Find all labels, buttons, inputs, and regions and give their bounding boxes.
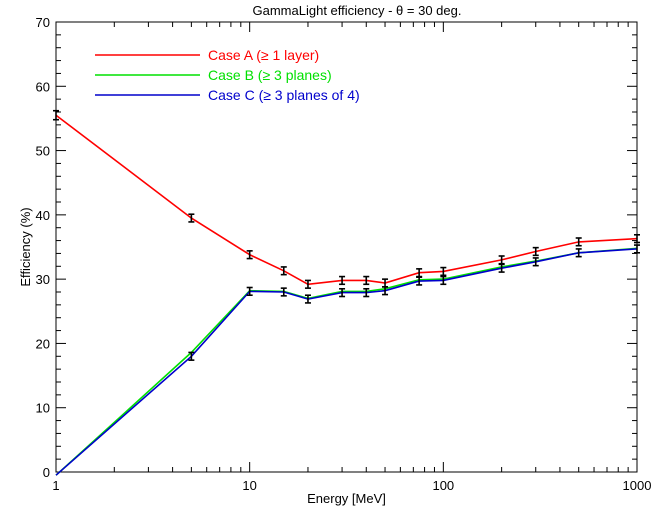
axes: 1 10 100 1000 0 10 20 30 40 50 60 70 bbox=[36, 15, 652, 493]
y-tick-label: 70 bbox=[36, 15, 50, 30]
legend: Case A (≥ 1 layer) Case B (≥ 3 planes) Cas… bbox=[95, 47, 360, 103]
error-bar bbox=[304, 294, 311, 304]
error-bar bbox=[188, 213, 195, 223]
error-bar bbox=[280, 287, 287, 297]
x-tick-label: 10 bbox=[242, 478, 256, 493]
x-tick-label: 100 bbox=[432, 478, 454, 493]
error-bar bbox=[280, 266, 287, 276]
series-line-2 bbox=[55, 247, 638, 476]
error-bar bbox=[440, 266, 447, 277]
error-bar bbox=[532, 257, 539, 267]
error-bar bbox=[246, 286, 253, 297]
error-bar bbox=[304, 279, 311, 289]
y-tick-label: 10 bbox=[36, 401, 50, 416]
error-bar bbox=[532, 246, 539, 257]
error-bar bbox=[53, 109, 59, 121]
y-tick-label: 0 bbox=[43, 465, 50, 480]
error-bar bbox=[575, 248, 582, 258]
legend-label-1: Case A (≥ 1 layer) bbox=[208, 47, 319, 63]
x-axis-title: Energy [MeV] bbox=[307, 491, 386, 506]
error-bar bbox=[634, 244, 640, 254]
legend-label-2: Case B (≥ 3 planes) bbox=[208, 67, 332, 83]
x-tick-label: 1 bbox=[52, 478, 59, 493]
error-bar bbox=[440, 275, 447, 286]
legend-label-3: Case C (≥ 3 planes of 4) bbox=[208, 87, 360, 103]
error-bar bbox=[634, 233, 640, 244]
x-tick-label: 1000 bbox=[623, 478, 652, 493]
error-bar bbox=[246, 250, 253, 260]
y-tick-label: 20 bbox=[36, 336, 50, 351]
y-tick-label: 40 bbox=[36, 208, 50, 223]
y-tick-label: 30 bbox=[36, 272, 50, 287]
series-layer bbox=[53, 109, 640, 476]
error-bar bbox=[339, 287, 346, 298]
error-bar bbox=[363, 287, 370, 298]
series-line-1 bbox=[55, 114, 638, 286]
y-axis-title: Efficiency (%) bbox=[18, 207, 33, 286]
series-line-3 bbox=[55, 248, 638, 476]
error-bar bbox=[575, 237, 582, 247]
error-bar bbox=[416, 276, 423, 286]
error-bar bbox=[339, 275, 346, 286]
error-bar bbox=[498, 263, 505, 273]
error-bar bbox=[382, 286, 389, 296]
error-bar bbox=[363, 275, 370, 286]
error-bar bbox=[188, 351, 195, 361]
chart-title: GammaLight efficiency - θ = 30 deg. bbox=[253, 3, 462, 18]
y-tick-label: 60 bbox=[36, 79, 50, 94]
y-tick-label: 50 bbox=[36, 144, 50, 159]
